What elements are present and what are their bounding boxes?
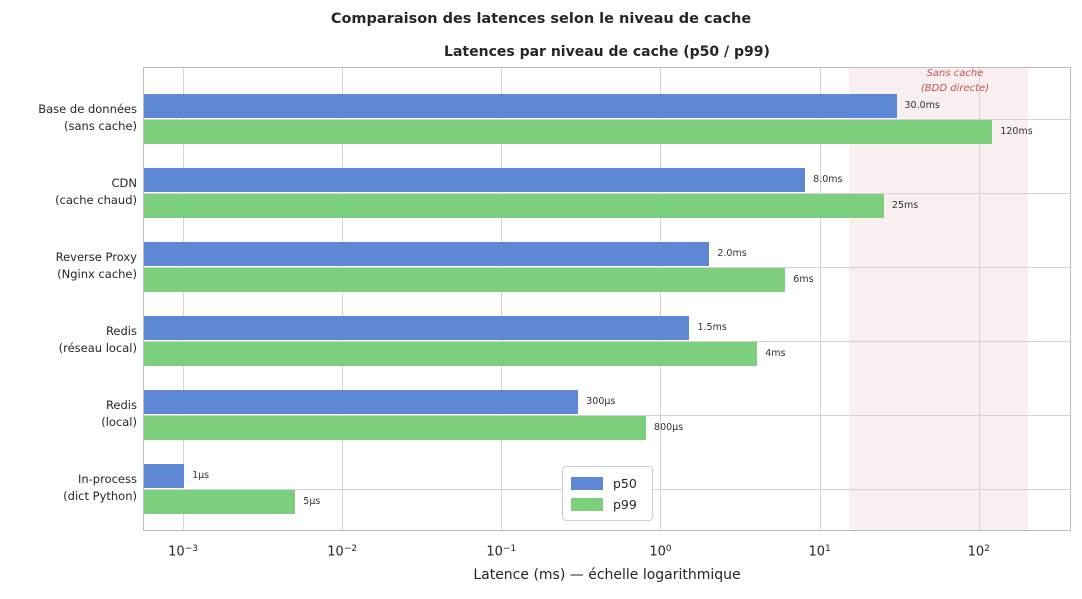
x-axis-label: Latence (ms) — échelle logarithmique xyxy=(473,567,741,583)
xtick-exponent: 2 xyxy=(984,544,990,554)
ytick-label-5: In-process (dict Python) xyxy=(0,471,137,505)
ytick-label-1: CDN (cache chaud) xyxy=(0,175,137,209)
x-gridline xyxy=(819,68,821,530)
legend: p50 p99 xyxy=(562,466,653,521)
p99-swatch-icon xyxy=(571,497,603,511)
no-cache-highlight-span xyxy=(848,68,1028,530)
xtick-exponent: −1 xyxy=(502,544,517,554)
ytick-line: (cache chaud) xyxy=(55,192,137,207)
ytick-line: (réseau local) xyxy=(58,340,137,355)
bar-p99-0 xyxy=(144,120,993,144)
bar-value-label: 800µs xyxy=(654,422,684,433)
xtick-exponent: 1 xyxy=(825,544,831,554)
xtick-label: 10−1 xyxy=(486,543,516,559)
ytick-line: (sans cache) xyxy=(63,118,137,133)
ytick-line: (Nginx cache) xyxy=(57,266,137,281)
ytick-line: CDN xyxy=(111,175,138,190)
ytick-line: Redis xyxy=(105,397,137,412)
bar-p50-5 xyxy=(144,464,185,488)
figure-suptitle: Comparaison des latences selon le niveau… xyxy=(330,11,752,27)
ytick-line: (local) xyxy=(101,414,137,429)
bar-value-label: 120ms xyxy=(1000,126,1033,137)
ytick-line: Redis xyxy=(105,323,137,338)
ytick-label-4: Redis (local) xyxy=(0,397,137,431)
p50-swatch-icon xyxy=(571,476,603,490)
bar-p50-4 xyxy=(144,390,579,414)
x-gridline xyxy=(342,68,344,530)
bar-value-label: 5µs xyxy=(303,496,321,507)
xtick-base: 10 xyxy=(649,544,666,560)
no-cache-annotation: Sans cache (BDD directe) xyxy=(921,66,989,96)
bar-value-label: 300µs xyxy=(586,396,616,407)
bar-p50-1 xyxy=(144,168,806,192)
ytick-line: In-process xyxy=(77,471,137,486)
x-gridline xyxy=(501,68,503,530)
annotation-line: (BDD directe) xyxy=(920,83,990,94)
y-gridline xyxy=(144,340,1070,342)
bar-value-label: 1.5ms xyxy=(697,322,727,333)
xtick-exponent: −2 xyxy=(343,544,358,554)
bar-value-label: 6ms xyxy=(793,274,814,285)
xtick-exponent: −3 xyxy=(184,544,198,554)
bar-value-label: 8.0ms xyxy=(813,174,843,185)
plot-area: 30.0ms 120ms 8.0ms 25ms 2.0ms 6ms 1.5ms 4ms 300µ… xyxy=(143,67,1071,531)
xtick-label: 101 xyxy=(808,543,830,559)
bar-value-label: 25ms xyxy=(891,200,919,211)
bar-p50-2 xyxy=(144,242,710,266)
y-gridline xyxy=(144,414,1070,416)
legend-entry-p99: p99 xyxy=(571,494,644,514)
y-gridline xyxy=(144,118,1070,120)
ytick-label-3: Redis (réseau local) xyxy=(0,323,137,357)
x-gridline xyxy=(183,68,185,530)
bar-p99-2 xyxy=(144,268,786,292)
xtick-base: 10 xyxy=(967,544,985,560)
x-gridline xyxy=(660,68,662,530)
axes-title: Latences par niveau de cache (p50 / p99) xyxy=(444,44,770,60)
bar-p50-3 xyxy=(144,316,690,340)
bar-p99-3 xyxy=(144,342,758,366)
legend-entry-p50: p50 xyxy=(571,473,644,493)
xtick-base: 10 xyxy=(486,544,503,560)
xtick-label: 10−3 xyxy=(168,543,198,559)
bar-value-label: 4ms xyxy=(765,348,786,359)
xtick-label: 102 xyxy=(968,543,990,559)
bar-value-label: 2.0ms xyxy=(717,248,747,259)
xtick-base: 10 xyxy=(808,544,825,560)
ytick-line: (dict Python) xyxy=(63,488,137,503)
y-gridline xyxy=(144,192,1070,194)
bar-value-label: 1µs xyxy=(192,470,210,481)
annotation-line: Sans cache xyxy=(926,68,984,79)
legend-label: p50 xyxy=(613,475,637,491)
bar-p50-0 xyxy=(144,94,897,118)
xtick-label: 10−2 xyxy=(327,543,357,559)
legend-label: p99 xyxy=(613,496,637,512)
ytick-label-2: Reverse Proxy (Nginx cache) xyxy=(0,249,137,283)
xtick-base: 10 xyxy=(168,544,185,560)
xtick-exponent: 0 xyxy=(665,544,672,554)
bar-value-label: 30.0ms xyxy=(904,100,940,111)
ytick-line: Reverse Proxy xyxy=(55,249,137,264)
bar-p99-5 xyxy=(144,490,296,514)
ytick-line: Base de données xyxy=(38,101,137,116)
bar-p99-4 xyxy=(144,416,647,440)
y-gridline xyxy=(144,266,1070,268)
x-gridline xyxy=(978,68,980,530)
xtick-label: 100 xyxy=(649,543,671,559)
bar-p99-1 xyxy=(144,194,884,218)
ytick-label-0: Base de données (sans cache) xyxy=(0,101,137,135)
xtick-base: 10 xyxy=(327,544,344,560)
